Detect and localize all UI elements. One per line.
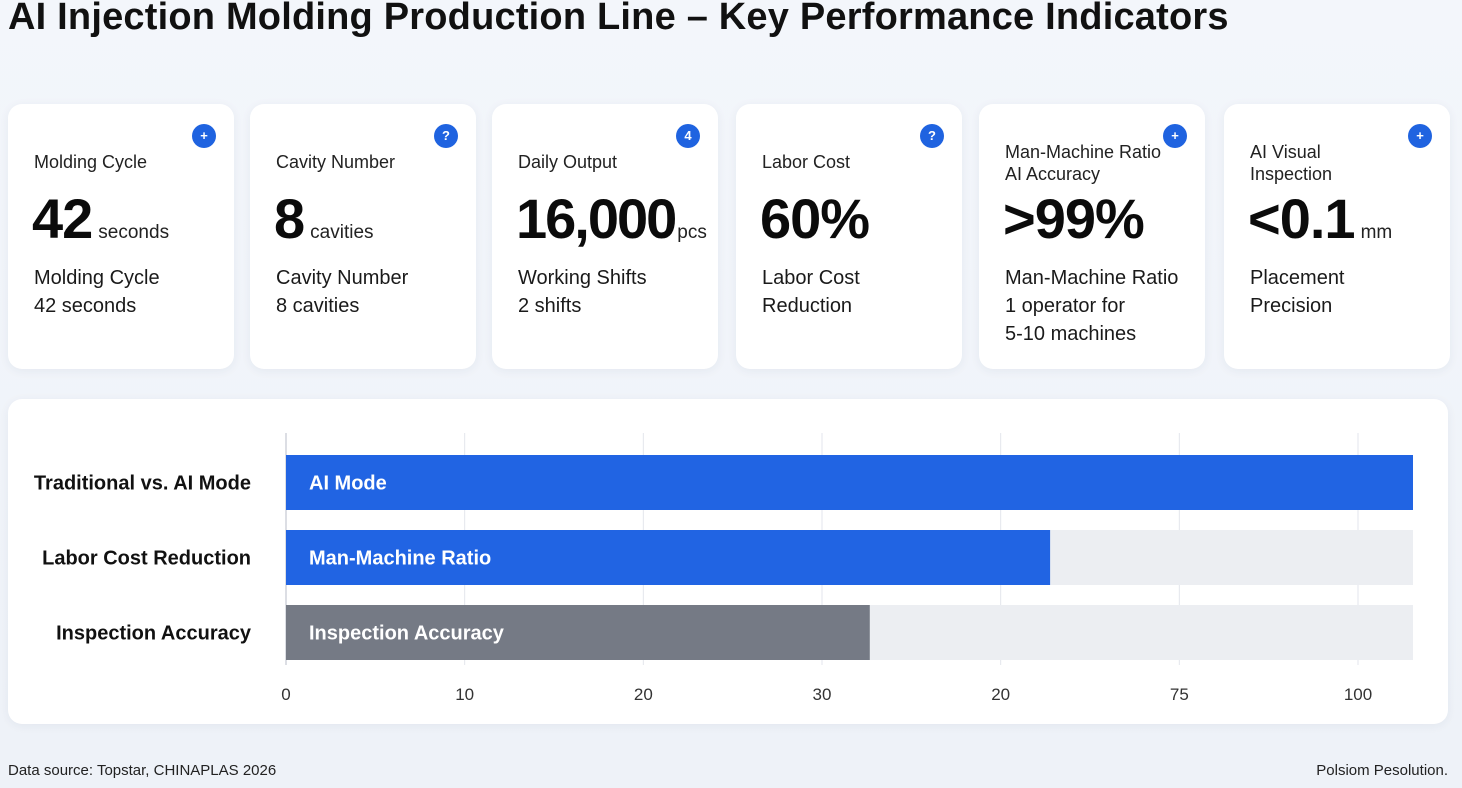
kpi-card: + AI Visual Inspection <0.1 mm Placement Prec… xyxy=(1224,104,1450,369)
kpi-description-line: Molding Cycle xyxy=(34,267,160,289)
kpi-card: 4 Daily Output 16,000 pcs Working Shifts 2 sh… xyxy=(492,104,718,369)
page-title: AI Injection Molding Production Line – K… xyxy=(8,0,1229,38)
kpi-label: Cavity Number xyxy=(276,152,396,172)
kpi-description-line: 8 cavities xyxy=(276,295,360,317)
kpi-unit: seconds xyxy=(98,222,170,243)
bar-label: Man-Machine Ratio xyxy=(309,548,491,570)
bar xyxy=(286,605,870,660)
info-badge-icon[interactable]: 4 xyxy=(676,124,700,148)
kpi-description-line: Cavity Number xyxy=(276,267,409,289)
info-badge-icon[interactable]: ? xyxy=(434,124,458,148)
kpi-description-line: Labor Cost xyxy=(762,267,860,289)
x-tick-label: 20 xyxy=(634,685,653,704)
category-label: Labor Cost Reduction xyxy=(42,548,251,570)
x-tick-label: 75 xyxy=(1170,685,1189,704)
kpi-card: + Man-Machine Ratio AI Accuracy >99% Man-Ma… xyxy=(979,104,1205,369)
kpi-label: AI Visual Inspection xyxy=(1250,142,1333,184)
x-tick-label: 10 xyxy=(455,685,474,704)
kpi-unit: cavities xyxy=(310,222,374,243)
category-label: Traditional vs. AI Mode xyxy=(34,473,251,495)
kpi-value: 8 xyxy=(274,187,305,250)
data-source: Data source: Topstar, CHINAPLAS 2026 xyxy=(8,762,277,779)
kpi-card: + Molding Cycle 42 seconds Molding Cycle 42 s… xyxy=(8,104,234,369)
kpi-label: Molding Cycle xyxy=(34,152,148,172)
category-label: Inspection Accuracy xyxy=(56,623,252,645)
kpi-label: Labor Cost xyxy=(762,152,851,172)
kpi-value: 60% xyxy=(760,187,870,250)
kpi-unit: pcs xyxy=(677,222,707,243)
info-badge-icon[interactable]: ? xyxy=(920,124,944,148)
kpi-description-line: 1 operator for xyxy=(1005,295,1126,317)
x-tick-label: 30 xyxy=(813,685,832,704)
info-badge-icon[interactable]: + xyxy=(192,124,216,148)
kpi-card: ? Cavity Number 8 cavities Cavity Number 8 ca… xyxy=(250,104,476,369)
kpi-label: Daily Output xyxy=(518,152,618,172)
chart-panel: AI Mode Traditional vs. AI Mode Man-Machin… xyxy=(8,399,1448,724)
credit-text: Polsiom Pesolution. xyxy=(1316,762,1448,779)
kpi-description-line: 5-10 machines xyxy=(1005,323,1137,345)
kpi-description-line: 2 shifts xyxy=(518,295,582,317)
kpi-value: >99% xyxy=(1003,187,1145,250)
bar xyxy=(286,530,1051,585)
bar xyxy=(286,455,1413,510)
kpi-description-line: Precision xyxy=(1250,295,1333,317)
bar-label: Inspection Accuracy xyxy=(309,623,505,645)
x-tick-label: 20 xyxy=(991,685,1010,704)
kpi-description-line: 42 seconds xyxy=(34,295,137,317)
kpi-description-line: Placement xyxy=(1250,267,1345,289)
kpi-description-line: Reduction xyxy=(762,295,853,317)
kpi-value: 16,000 xyxy=(516,187,677,250)
x-tick-label: 0 xyxy=(281,685,290,704)
bar-label: AI Mode xyxy=(309,473,387,495)
bar-chart: AI Mode Traditional vs. AI Mode Man-Machin… xyxy=(34,433,1413,704)
info-badge-icon[interactable]: + xyxy=(1163,124,1187,148)
kpi-card: ? Labor Cost 60% Labor Cost Reduction xyxy=(736,104,962,369)
kpi-description-line: Working Shifts xyxy=(518,267,647,289)
x-tick-label: 100 xyxy=(1344,685,1372,704)
kpi-unit: mm xyxy=(1360,222,1393,243)
kpi-description-line: Man-Machine Ratio xyxy=(1005,267,1179,289)
kpi-value: <0.1 xyxy=(1248,187,1356,250)
info-badge-icon[interactable]: + xyxy=(1408,124,1432,148)
kpi-value: 42 xyxy=(32,187,93,250)
kpi-label: Man-Machine Ratio AI Accuracy xyxy=(1005,142,1162,184)
